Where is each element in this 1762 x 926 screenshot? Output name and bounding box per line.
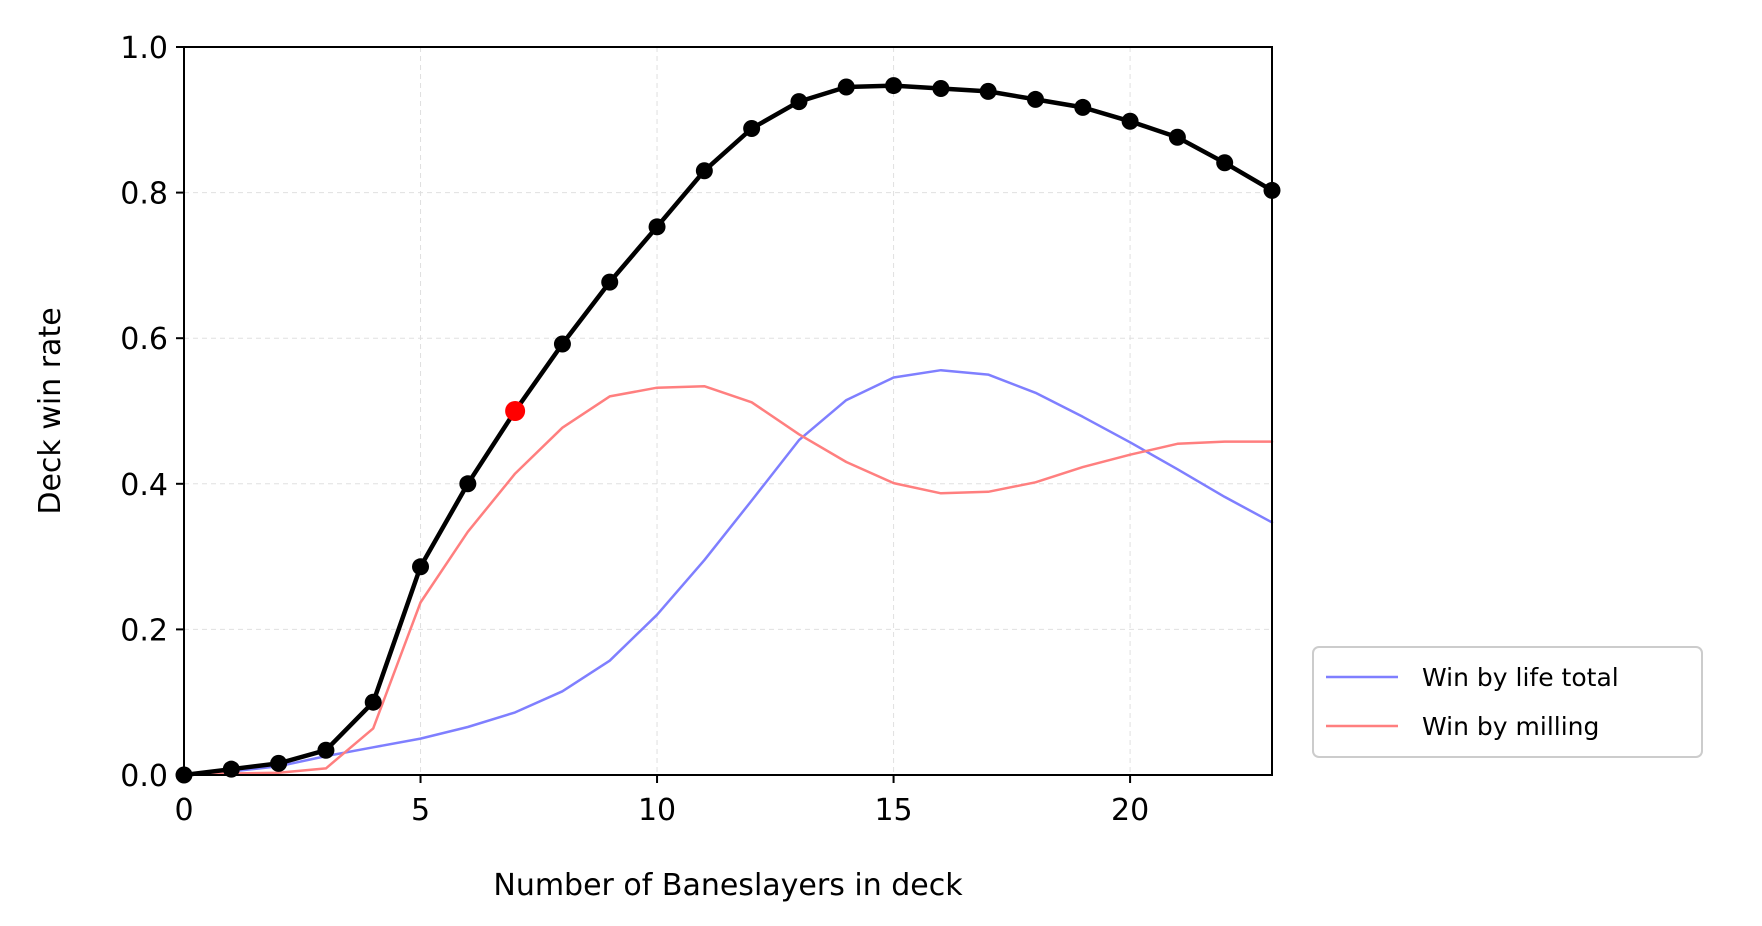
y-tick-label: 0.4	[120, 468, 168, 503]
win-rate-point	[270, 754, 288, 772]
x-axis-label: Number of Baneslayers in deck	[493, 868, 963, 903]
y-tick-label: 0.6	[120, 322, 168, 357]
win-rate-point	[412, 558, 430, 576]
axis-ticks: 0 5 10 15 20 0.0 0.2 0.4 0.6 0.8 1.0	[120, 31, 1149, 828]
win-rate-point	[743, 120, 761, 138]
y-tick-label: 0.2	[120, 613, 168, 648]
legend-label-life-total: Win by life total	[1422, 663, 1619, 692]
win-rate-point	[459, 475, 477, 493]
plot-series	[175, 77, 1281, 784]
y-tick-label: 0.8	[120, 177, 168, 212]
win-rate-point	[1216, 154, 1234, 172]
win-rate-point	[1074, 98, 1092, 116]
milling-line	[182, 384, 1274, 777]
win-rate-point	[222, 760, 240, 778]
x-tick-label: 0	[174, 793, 193, 828]
plot-frame	[183, 46, 1273, 776]
win-rate-point	[317, 741, 335, 759]
life-total-line	[182, 368, 1274, 777]
win-rate-point	[979, 82, 997, 100]
win-rate-point	[1168, 128, 1186, 146]
win-rate-point	[601, 273, 619, 291]
win-rate-point	[1026, 90, 1044, 108]
win-rate-point	[364, 693, 382, 711]
win-rate-point	[932, 79, 950, 97]
x-tick-label: 15	[874, 793, 912, 828]
grid-lines	[184, 47, 1272, 775]
x-tick-label: 5	[411, 793, 430, 828]
y-tick-label: 0.0	[120, 759, 168, 794]
win-rate-point	[1121, 112, 1139, 130]
x-tick-label: 20	[1111, 793, 1149, 828]
win-rate-point	[648, 218, 666, 236]
x-tick-label: 10	[638, 793, 676, 828]
y-tick-label: 1.0	[120, 31, 168, 66]
y-axis-label: Deck win rate	[33, 307, 68, 514]
win-rate-point	[885, 77, 903, 95]
win-rate-point	[553, 335, 571, 353]
win-rate-point	[837, 78, 855, 96]
legend: Win by life total Win by milling	[1312, 646, 1703, 758]
legend-frame	[1312, 646, 1703, 758]
win-rate-point	[695, 162, 713, 180]
highlight-point	[505, 401, 526, 421]
legend-label-milling: Win by milling	[1422, 712, 1599, 741]
win-rate-point	[790, 93, 808, 111]
